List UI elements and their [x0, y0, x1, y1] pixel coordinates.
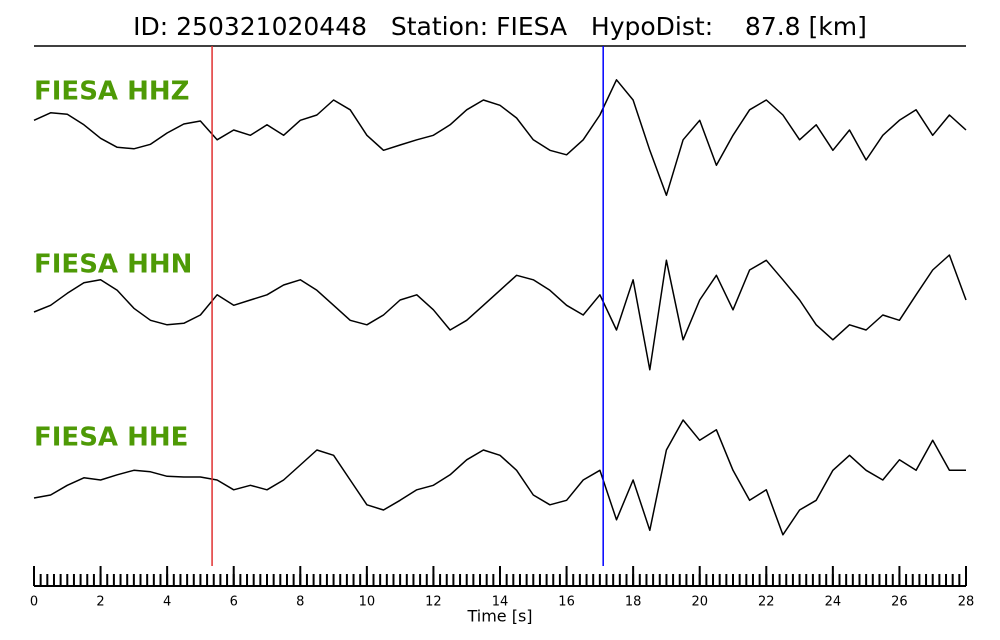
chart-title: ID: 250321020448 Station: FIESA HypoDist… [133, 12, 867, 41]
x-tick-label: 16 [558, 595, 575, 610]
trace-label: FIESA HHZ [34, 77, 189, 107]
x-tick-label: 12 [425, 595, 442, 610]
trace [33, 254, 967, 371]
trace-label: FIESA HHE [34, 423, 188, 453]
x-tick-label: 6 [230, 595, 238, 610]
x-tick-label: 4 [163, 595, 171, 610]
x-tick-label: 28 [958, 595, 975, 610]
x-tick-label: 8 [296, 595, 304, 610]
x-tick-label: 26 [891, 595, 908, 610]
x-tick-label: 2 [96, 595, 104, 610]
x-tick-label: 14 [492, 595, 509, 610]
x-tick-label: 22 [758, 595, 775, 610]
trace [33, 79, 967, 197]
trace [33, 419, 966, 536]
x-tick-label: 0 [30, 595, 38, 610]
x-axis-label: Time [s] [466, 607, 532, 626]
x-tick-label: 24 [825, 595, 842, 610]
x-tick-label: 20 [691, 595, 708, 610]
x-tick-label: 18 [625, 595, 642, 610]
trace-label: FIESA HHN [34, 250, 192, 280]
x-tick-label: 10 [359, 595, 376, 610]
